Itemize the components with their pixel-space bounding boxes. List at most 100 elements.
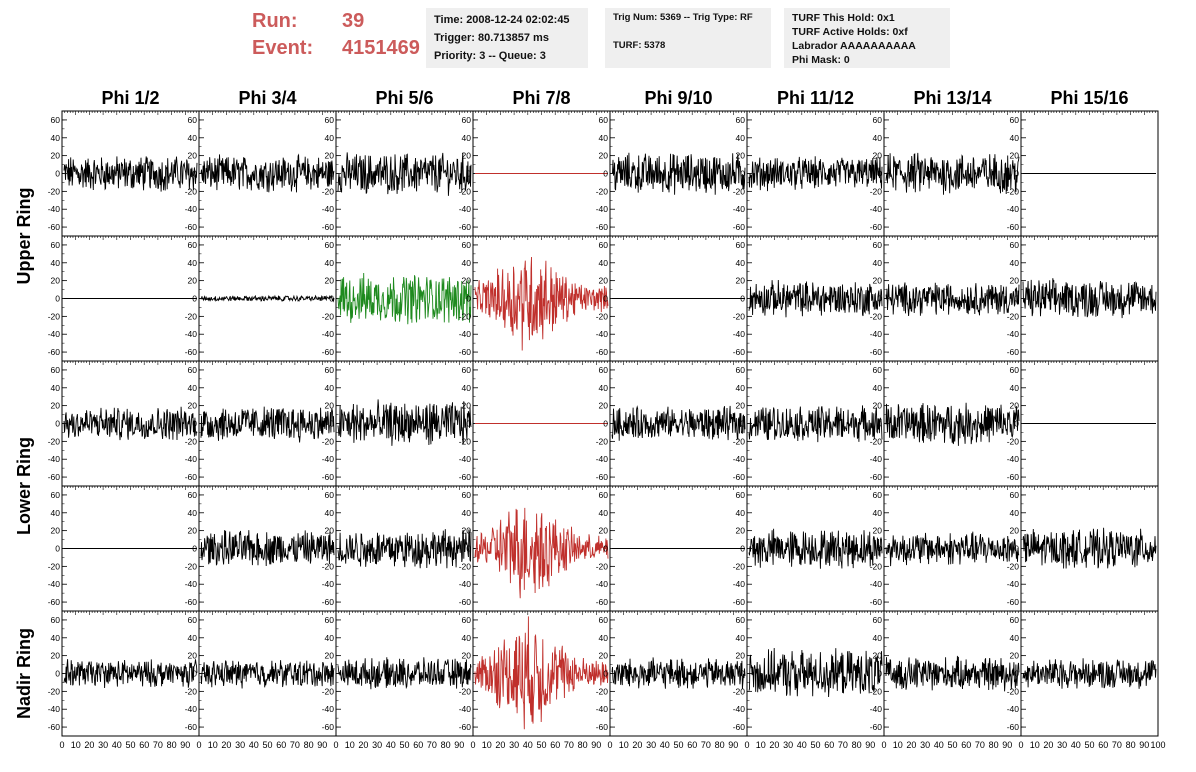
trig-num-text: Trig Num: 5369 -- Trig Type: RF	[613, 12, 753, 23]
waveform-trace	[337, 272, 472, 325]
y-tick-label: 40	[51, 258, 61, 268]
waveform-trace	[611, 152, 746, 195]
y-tick-label: -40	[870, 454, 883, 464]
x-tick-label: 20	[358, 740, 368, 750]
y-tick-label: 60	[736, 365, 746, 375]
y-tick-label: 20	[599, 401, 609, 411]
y-tick-label: 0	[603, 419, 608, 429]
y-tick-label: -40	[322, 454, 335, 464]
x-tick-label: 90	[1139, 740, 1149, 750]
y-tick-label: -20	[733, 311, 746, 321]
x-tick-label: 90	[728, 740, 738, 750]
x-tick-label: 20	[632, 740, 642, 750]
y-tick-label: 0	[329, 169, 334, 179]
x-tick-label: 80	[715, 740, 725, 750]
event-label: Event:	[252, 37, 314, 59]
y-tick-label: -20	[1007, 561, 1020, 571]
y-tick-label: -20	[596, 686, 609, 696]
y-tick-label: 40	[873, 258, 883, 268]
y-tick-label: -20	[48, 311, 61, 321]
column-header: Phi 5/6	[375, 88, 433, 108]
y-tick-label: -40	[870, 204, 883, 214]
y-tick-label: -40	[459, 204, 472, 214]
y-tick-label: -40	[596, 704, 609, 714]
y-tick-label: 40	[188, 633, 198, 643]
x-tick-label: 30	[509, 740, 519, 750]
panel-frame	[335, 485, 474, 612]
y-tick-label: 60	[873, 490, 883, 500]
y-tick-label: 60	[462, 490, 472, 500]
y-tick-label: 0	[740, 294, 745, 304]
y-tick-label: -20	[733, 436, 746, 446]
y-tick-label: 20	[325, 151, 335, 161]
column-header: Phi 13/14	[913, 88, 991, 108]
y-tick-label: 20	[51, 276, 61, 286]
y-tick-label: 60	[873, 240, 883, 250]
y-tick-label: 20	[51, 651, 61, 661]
waveform-trace	[200, 660, 335, 689]
x-tick-label: 80	[441, 740, 451, 750]
y-tick-label: -20	[185, 186, 198, 196]
y-tick-label: 60	[325, 365, 335, 375]
x-tick-label: 40	[523, 740, 533, 750]
y-tick-label: -60	[1007, 722, 1020, 732]
y-tick-label: 0	[603, 544, 608, 554]
waveform-trace	[748, 156, 883, 192]
x-tick-label: 70	[427, 740, 437, 750]
y-tick-label: -20	[185, 311, 198, 321]
waveform-trace	[748, 279, 883, 318]
y-tick-label: 40	[1010, 133, 1020, 143]
x-tick-label: 30	[235, 740, 245, 750]
y-tick-label: 20	[1010, 151, 1020, 161]
y-tick-label: 40	[188, 508, 198, 518]
y-tick-label: -40	[1007, 704, 1020, 714]
y-tick-label: 60	[325, 240, 335, 250]
y-tick-label: -20	[733, 561, 746, 571]
y-tick-label: 60	[188, 240, 198, 250]
y-tick-label: 0	[192, 419, 197, 429]
y-tick-label: 0	[1014, 544, 1019, 554]
y-tick-label: -60	[733, 472, 746, 482]
y-tick-label: -40	[1007, 204, 1020, 214]
x-tick-label: 20	[84, 740, 94, 750]
y-tick-label: -20	[322, 311, 335, 321]
waveform-trace	[748, 405, 883, 443]
x-tick-label: 70	[290, 740, 300, 750]
ring-label: Nadir Ring	[14, 628, 34, 719]
column-header: Phi 11/12	[777, 88, 854, 108]
y-tick-label: -40	[596, 454, 609, 464]
y-tick-label: -40	[459, 579, 472, 589]
y-tick-label: 40	[51, 383, 61, 393]
column-header: Phi 15/16	[1050, 88, 1128, 108]
y-tick-label: 20	[325, 276, 335, 286]
y-tick-label: -40	[322, 579, 335, 589]
y-tick-label: -60	[48, 597, 61, 607]
y-tick-label: 40	[599, 383, 609, 393]
y-tick-label: 0	[740, 169, 745, 179]
x-tick-label: 80	[167, 740, 177, 750]
y-tick-label: 60	[1010, 365, 1020, 375]
waveform-trace	[885, 152, 1020, 195]
y-tick-label: 0	[877, 419, 882, 429]
x-tick-label: 10	[208, 740, 218, 750]
run-value: 39	[342, 10, 365, 32]
y-tick-label: 40	[188, 133, 198, 143]
y-tick-label: 60	[873, 615, 883, 625]
x-tick-label: 20	[1043, 740, 1053, 750]
y-tick-label: 60	[188, 615, 198, 625]
y-tick-label: 40	[325, 383, 335, 393]
y-tick-label: 40	[51, 633, 61, 643]
x-tick-label: 40	[934, 740, 944, 750]
x-tick-label: 70	[153, 740, 163, 750]
y-tick-label: -20	[48, 186, 61, 196]
y-tick-label: 20	[1010, 276, 1020, 286]
trigger-text: Trigger: 80.713857 ms	[434, 32, 549, 44]
y-tick-label: 20	[873, 401, 883, 411]
turf-hold-text: TURF This Hold: 0x1	[792, 12, 895, 24]
y-tick-label: 40	[51, 133, 61, 143]
labrador-text: Labrador AAAAAAAAAA	[792, 40, 916, 52]
y-tick-label: 20	[599, 651, 609, 661]
y-tick-label: 20	[51, 151, 61, 161]
panel-frame	[472, 485, 611, 612]
